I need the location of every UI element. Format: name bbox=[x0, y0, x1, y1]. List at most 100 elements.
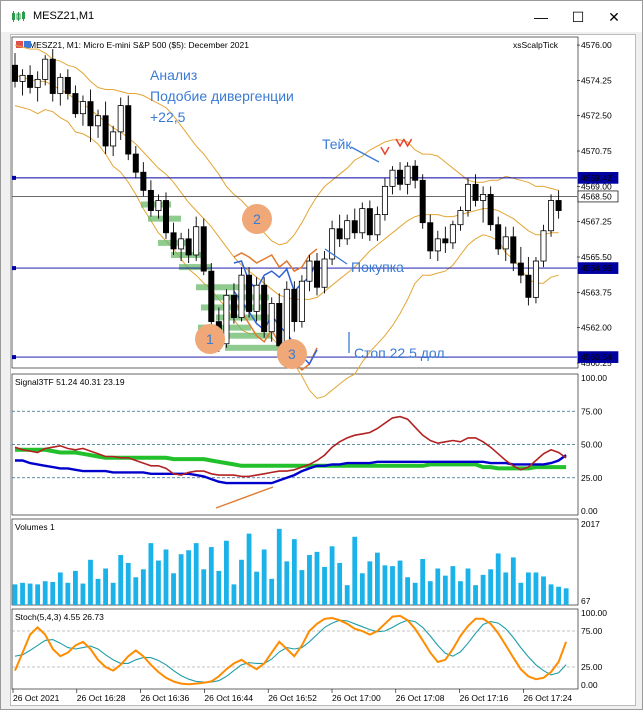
volume-bar bbox=[118, 555, 124, 605]
candle-body bbox=[427, 222, 434, 252]
volume-bar bbox=[110, 582, 116, 605]
volume-bar bbox=[216, 570, 222, 605]
candle-body bbox=[404, 165, 411, 185]
price-level-label: 4568.50 bbox=[581, 191, 612, 201]
candle-body bbox=[291, 288, 298, 322]
volume-bar bbox=[458, 581, 463, 605]
volume-bar bbox=[495, 553, 501, 605]
volume-bar bbox=[390, 566, 395, 605]
candle-body bbox=[457, 210, 464, 226]
volume-bar bbox=[57, 572, 63, 605]
signal-indicator-label: Signal3TF 51.24 40.31 23.19 bbox=[15, 377, 125, 387]
candle-body bbox=[472, 183, 479, 201]
candle-body bbox=[434, 238, 441, 252]
volume-profile-bar bbox=[225, 344, 296, 351]
candle-body bbox=[185, 238, 192, 256]
volume-bar bbox=[163, 549, 169, 605]
time-tick-label: 26 Oct 17:08 bbox=[396, 693, 445, 703]
sell-arrow-icon bbox=[402, 138, 413, 148]
candle-body bbox=[223, 294, 230, 345]
candle-body bbox=[49, 58, 56, 94]
volume-bar bbox=[556, 586, 561, 605]
signal-tick-label: 25.00 bbox=[581, 473, 603, 483]
volume-bar bbox=[239, 559, 244, 605]
analysis-annotation: Анализ bbox=[150, 67, 197, 83]
signal-blue-line bbox=[15, 454, 567, 485]
volume-bar bbox=[88, 559, 93, 605]
candle-body bbox=[510, 236, 517, 264]
stop-loss-annotation: Стоп 22.5 дол. bbox=[354, 345, 448, 361]
candle-body bbox=[351, 220, 358, 234]
candle-body bbox=[442, 238, 449, 244]
analysis-annotation: +22,5 bbox=[150, 109, 186, 125]
candle-body bbox=[110, 131, 117, 147]
marker-number: 1 bbox=[206, 331, 214, 347]
candle-body bbox=[193, 226, 200, 256]
volume-bar bbox=[533, 572, 539, 605]
candle-body bbox=[502, 236, 509, 250]
signal-tick-label: 100.00 bbox=[581, 373, 607, 383]
volume-bar bbox=[178, 554, 184, 605]
volume-bar bbox=[269, 578, 275, 605]
volume-bar bbox=[224, 540, 229, 605]
candle-body bbox=[540, 230, 547, 262]
price-tick-label: 4574.25 bbox=[581, 75, 612, 85]
volume-bar bbox=[246, 533, 252, 605]
candle-body bbox=[200, 226, 207, 272]
price-level-label: 4564.95 bbox=[581, 263, 612, 273]
close-button[interactable]: ✕ bbox=[608, 9, 620, 25]
volume-bar bbox=[307, 555, 312, 605]
marker-circle bbox=[242, 204, 272, 234]
volume-bar bbox=[375, 552, 380, 605]
candle-body bbox=[268, 303, 275, 333]
chart-symbol-info: MESZ21, M1: Micro E-mini S&P 500 ($5): D… bbox=[29, 40, 249, 50]
candle-body bbox=[178, 238, 185, 250]
candle-body bbox=[449, 224, 456, 244]
title-bar[interactable]: MESZ21,M1 — ☐ ✕ bbox=[1, 1, 642, 32]
maximize-button[interactable]: ☐ bbox=[571, 9, 585, 25]
volume-profile-bar bbox=[211, 332, 271, 339]
volume-bar bbox=[541, 576, 546, 605]
volume-bar bbox=[186, 550, 192, 605]
stoch-indicator-label: Stoch(5,4,3) 4.55 26.73 bbox=[15, 612, 104, 622]
candle-body bbox=[525, 274, 532, 298]
volume-bar bbox=[412, 582, 418, 605]
chart-area[interactable]: 4576.00 4574.25 4572.50 4570.75 4569.00 4567.… bbox=[10, 34, 636, 706]
candle-body bbox=[117, 105, 124, 133]
volume-bar bbox=[171, 573, 176, 605]
stoch-tick-label: 75.00 bbox=[581, 626, 603, 636]
volume-bar bbox=[299, 570, 305, 605]
candle-body bbox=[87, 101, 94, 127]
candle-body bbox=[42, 58, 49, 80]
volume-bar bbox=[125, 562, 131, 605]
volume-bar bbox=[405, 577, 410, 605]
minimize-button[interactable]: — bbox=[534, 9, 548, 25]
signal-divergence-line bbox=[215, 486, 274, 509]
volume-bar bbox=[20, 582, 25, 605]
candle-body bbox=[555, 200, 562, 211]
buy-pointer bbox=[324, 248, 348, 265]
candle-body bbox=[162, 200, 169, 234]
volume-bar bbox=[435, 568, 441, 605]
volume-bar bbox=[397, 560, 403, 605]
volume-bar bbox=[65, 582, 71, 605]
chart-canvas[interactable]: 4576.00 4574.25 4572.50 4570.75 4569.00 4567.… bbox=[11, 35, 637, 707]
candle-body bbox=[125, 105, 132, 155]
volume-bar bbox=[12, 584, 18, 605]
volume-bar bbox=[337, 562, 343, 605]
price-tick-label: 4567.25 bbox=[581, 217, 612, 227]
candle-body bbox=[140, 171, 147, 191]
price-level-tag bbox=[577, 190, 619, 203]
stoch-tick-label: 25.00 bbox=[581, 662, 603, 672]
volume-bar bbox=[193, 543, 199, 605]
candle-body bbox=[359, 208, 366, 234]
stoch-main-line bbox=[14, 614, 568, 686]
candle-body bbox=[419, 179, 426, 224]
volume-bar bbox=[254, 571, 259, 605]
candle-body bbox=[11, 64, 18, 82]
volume-bar bbox=[276, 528, 282, 605]
candle-body bbox=[72, 93, 79, 115]
divergence-channel-orange-lower bbox=[233, 300, 318, 372]
candle-body bbox=[517, 262, 524, 276]
time-tick-label: 26 Oct 17:00 bbox=[332, 693, 381, 703]
